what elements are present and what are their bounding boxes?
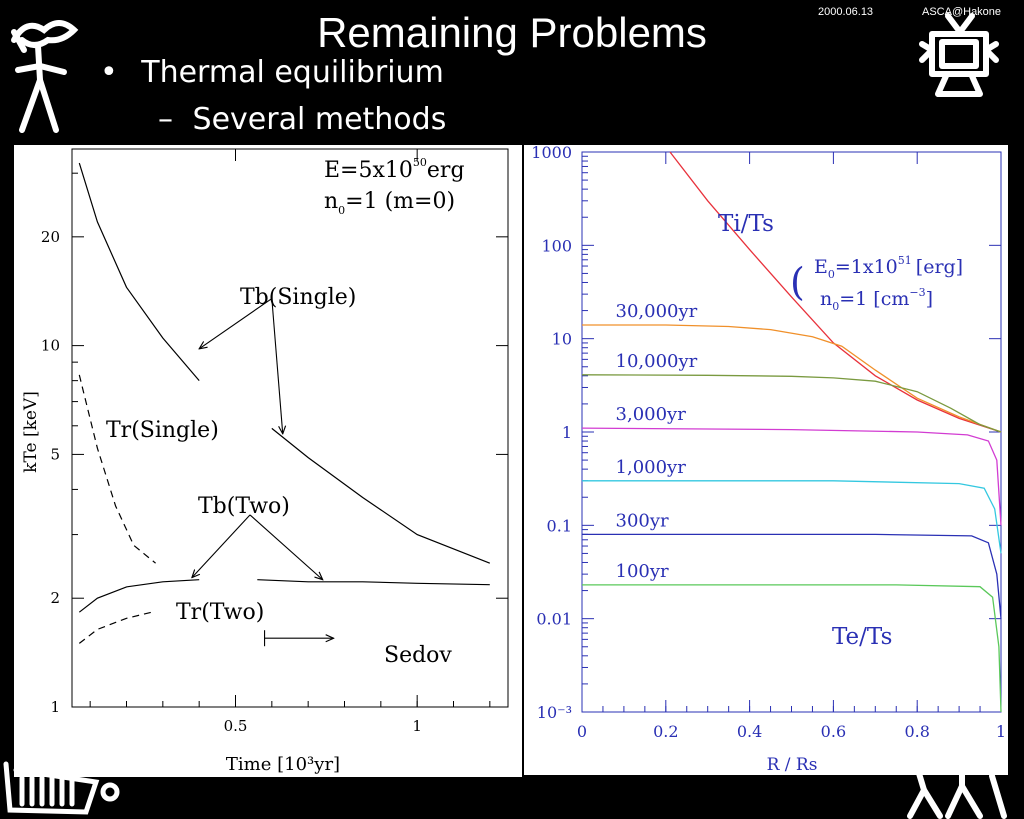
- series-line-tr-single: [78, 374, 156, 564]
- series-line-tr-two: [78, 611, 153, 644]
- label-te-ts: Te/Ts: [832, 624, 892, 650]
- x-tick-label: 0: [577, 722, 587, 741]
- annotation-arrow: [249, 514, 323, 580]
- density-rest: =1 [cm: [839, 288, 909, 310]
- y-tick-label: 1: [562, 423, 572, 442]
- stick-figure-logo: [11, 20, 79, 133]
- x-tick-label: 0.4: [737, 722, 762, 741]
- y-tick-label: 1: [50, 698, 60, 716]
- label-tr-two: Tr(Two): [176, 600, 264, 625]
- temperature-time-chart: 0.5 1 1 2 5 10 20 kTe [keV] Time [10³yr] E=5x1…: [21, 148, 509, 775]
- y-tick-label: 20: [41, 228, 60, 246]
- x-tick-label: 0.8: [904, 722, 929, 741]
- paren-symbol: (: [790, 260, 805, 304]
- series-line-10-000yr: [581, 374, 1002, 433]
- plot-frame: [581, 151, 1002, 713]
- energy-text: E: [814, 256, 828, 278]
- density-exponent: −3: [909, 286, 925, 299]
- left-chart-panel: 0.5 1 1 2 5 10 20 kTe [keV] Time [10³yr] E=5x1…: [14, 145, 522, 777]
- keyboard-logo: [3, 761, 120, 815]
- curve-label: 10,000yr: [616, 351, 698, 372]
- label-sedov: Sedov: [384, 643, 452, 668]
- plot-frame: [71, 148, 509, 708]
- series-line-30-000yr: [582, 324, 1002, 433]
- curve-label: 1,000yr: [616, 457, 687, 478]
- label-tb-single: Tb(Single): [240, 285, 356, 310]
- series-line-1-000yr: [582, 480, 1002, 554]
- y-tick-label: 10: [41, 337, 60, 355]
- curve-label: 300yr: [616, 510, 670, 531]
- curve-label: 30,000yr: [616, 301, 698, 322]
- series-line-tb-two: [78, 579, 200, 613]
- bullet-marker: –: [158, 102, 173, 137]
- x-tick-label: 1: [412, 717, 422, 735]
- series-line-tb-single: [78, 162, 200, 381]
- density-text: n: [324, 189, 338, 214]
- y-tick-label: 5: [50, 445, 60, 463]
- annotation-arrow: [192, 514, 251, 578]
- density-subscript: 0: [832, 300, 839, 313]
- series-line-tb-two: [257, 579, 490, 586]
- bullet-text: Several methods: [192, 102, 447, 137]
- bullet-level-1: • Thermal equilibrium: [100, 54, 444, 92]
- series-line-100yr: [582, 584, 1002, 713]
- energy-subscript: 0: [828, 268, 835, 281]
- energy-annotation: E0=1x1051 [erg]: [814, 254, 963, 281]
- y-tick-label: 0.1: [547, 516, 572, 535]
- label-tr-single: Tr(Single): [106, 418, 219, 443]
- ylabel: kTe [keV]: [21, 391, 41, 473]
- x-tick-label: 1: [996, 722, 1006, 741]
- y-tick-label: 100: [541, 236, 572, 255]
- series-line-300yr: [582, 533, 1002, 619]
- density-subscript: 0: [338, 204, 345, 217]
- series-line-ti-ts: [669, 151, 1002, 433]
- y-tick-label: 2: [50, 589, 60, 607]
- temperature-ratio-chart: 0 0.2 0.4 0.6 0.8 1 10⁻³ 0.01 0.1 1 10 100 1000 30,0…: [531, 143, 1006, 775]
- density-annotation: n0=1 (m=0): [324, 189, 455, 217]
- energy-exponent: 51: [898, 254, 912, 267]
- bullet-level-2: – Several methods: [158, 101, 446, 139]
- density-close: ]: [926, 288, 933, 310]
- y-tick-label: 0.01: [536, 610, 572, 629]
- bullet-text: Thermal equilibrium: [141, 55, 444, 90]
- energy-unit: [erg]: [916, 256, 963, 278]
- y-tick-label: 10⁻³: [537, 703, 572, 722]
- series-line-tb-single: [271, 427, 491, 564]
- right-chart-panel: 0 0.2 0.4 0.6 0.8 1 10⁻³ 0.01 0.1 1 10 100 1000 30,0…: [524, 143, 1008, 775]
- annotation-arrow: [199, 298, 273, 349]
- label-ti-ts: Ti/Ts: [718, 211, 774, 237]
- curve-label: 3,000yr: [616, 404, 687, 425]
- x-tick-label: 0.5: [224, 717, 248, 735]
- density-annotation: n0=1 [cm−3]: [820, 286, 933, 313]
- y-tick-label: 1000: [531, 145, 572, 162]
- label-tb-two: Tb(Two): [198, 494, 290, 519]
- date-label: 2000.06.13: [818, 6, 874, 18]
- xlabel: R / Rs: [767, 755, 818, 775]
- venue-label: ASCA@Hakone: [922, 6, 1002, 18]
- y-tick-label: 10: [552, 330, 572, 349]
- energy-annotation: E=5x1050erg: [324, 156, 465, 183]
- xlabel: Time [10³yr]: [226, 754, 340, 775]
- density-text: n: [820, 288, 832, 310]
- energy-exponent: 50: [413, 156, 427, 169]
- curve-label: 100yr: [616, 561, 670, 582]
- slide-title: Remaining Problems: [317, 9, 707, 56]
- robot-tv-logo: [919, 13, 999, 97]
- x-tick-label: 0.2: [653, 722, 678, 741]
- density-rest: =1 (m=0): [345, 189, 455, 214]
- energy-rest: =1x10: [835, 256, 898, 278]
- energy-text: E=5x10: [324, 158, 413, 183]
- bullet-marker: •: [100, 55, 118, 90]
- x-tick-label: 0.6: [821, 722, 846, 741]
- series-line-3-000yr: [581, 427, 1002, 526]
- annotation-arrow: [271, 298, 283, 434]
- energy-unit: erg: [427, 158, 465, 183]
